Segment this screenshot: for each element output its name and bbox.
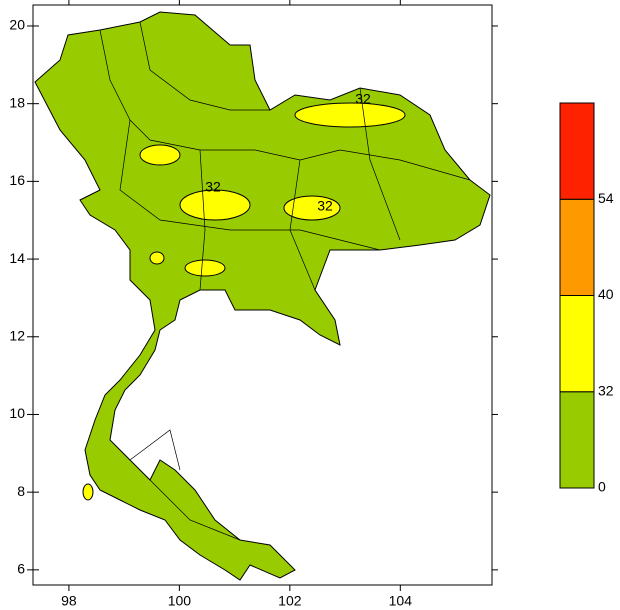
legend-swatch — [559, 391, 595, 489]
x-tick-label: 104 — [389, 593, 413, 609]
legend-swatch — [559, 295, 595, 393]
contour-areas — [82, 102, 406, 501]
contour-label: 32 — [317, 198, 333, 214]
y-tick-label: 8 — [17, 483, 25, 499]
y-tick-label: 12 — [9, 327, 25, 343]
x-tick-label: 100 — [168, 593, 192, 609]
y-tick-label: 6 — [17, 561, 25, 577]
legend-label: 54 — [598, 190, 614, 206]
contour-label: 32 — [205, 179, 221, 195]
legend-swatch — [559, 102, 595, 200]
y-tick-label: 16 — [9, 172, 25, 188]
legend-label: 0 — [598, 479, 606, 495]
y-tick-label: 18 — [9, 94, 25, 110]
legend-swatch — [559, 198, 595, 296]
land — [34, 11, 491, 581]
y-tick-label: 20 — [9, 17, 25, 33]
legend-label: 40 — [598, 286, 614, 302]
contour-label: 32 — [355, 91, 371, 107]
plot-frame — [32, 4, 493, 586]
x-tick-label: 102 — [278, 593, 302, 609]
province-borders — [99, 21, 471, 541]
y-tick-label: 10 — [9, 405, 25, 421]
y-tick-label: 14 — [9, 250, 25, 266]
legend-label: 32 — [598, 382, 614, 398]
x-tick-label: 98 — [61, 593, 77, 609]
